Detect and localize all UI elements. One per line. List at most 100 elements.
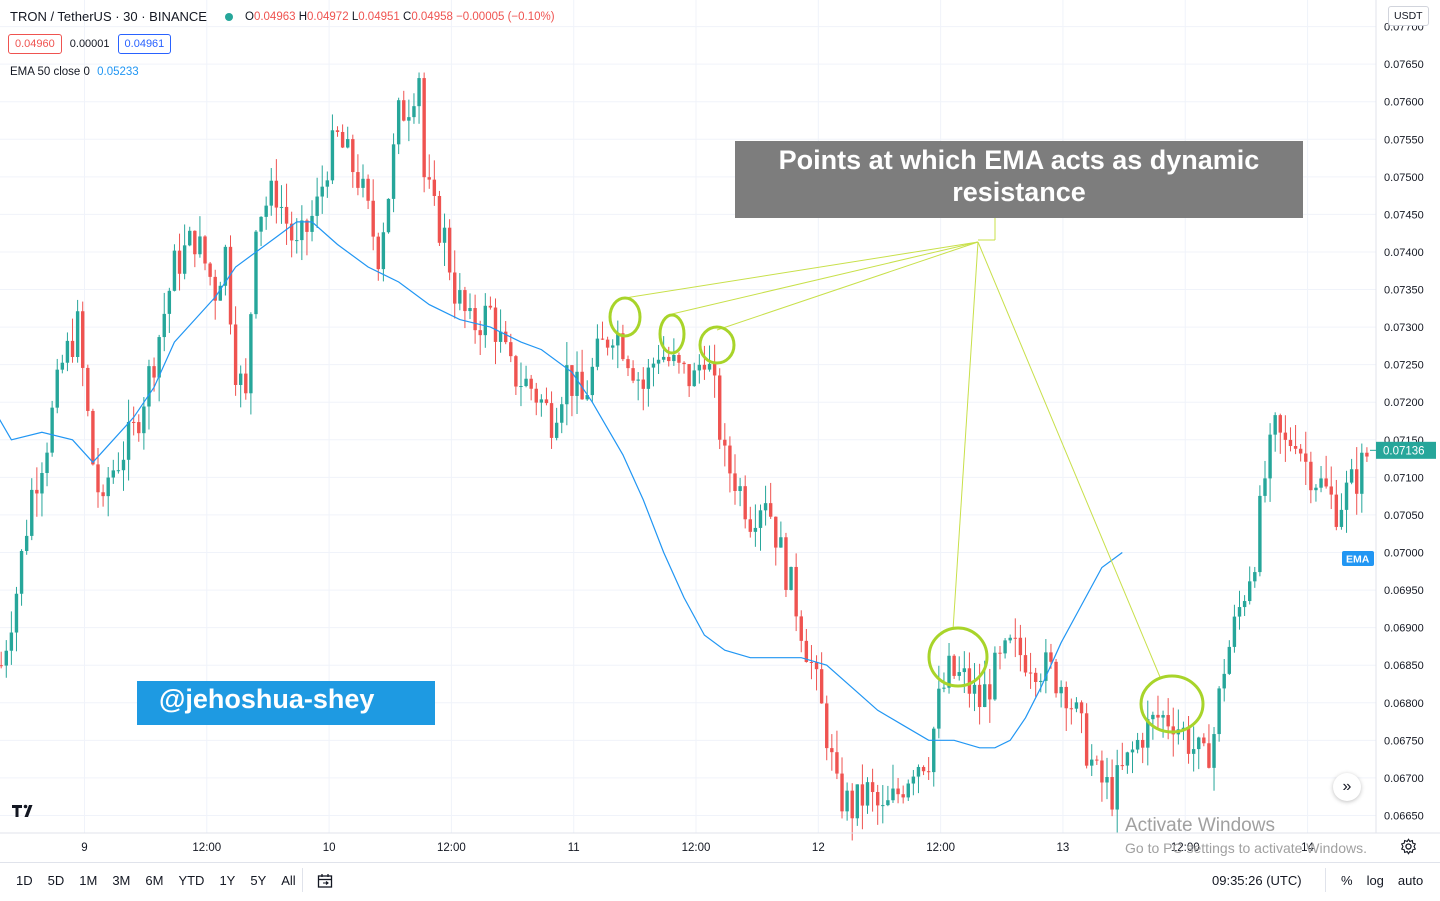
ema-tag: EMA: [1342, 551, 1374, 566]
candle: [269, 168, 273, 216]
scroll-to-realtime-icon[interactable]: »: [1333, 773, 1361, 801]
candle: [289, 211, 294, 258]
last-price-tag: 0.07136: [1370, 441, 1436, 459]
candle: [1054, 658, 1058, 698]
candle: [396, 97, 401, 155]
ema-tag-label: EMA: [1346, 554, 1370, 566]
candle: [692, 362, 696, 387]
price-axis[interactable]: 0.06650 0.06700 0.06750 0.06800 0.06850 0.069…: [1384, 22, 1424, 823]
candle: [575, 351, 579, 415]
symbol-header[interactable]: TRON / TetherUS · 30 · BINANCE O0.04963 …: [10, 9, 555, 24]
candle: [1079, 700, 1084, 734]
settings-gear-icon[interactable]: [1400, 838, 1417, 855]
candle: [218, 281, 223, 301]
candle: [957, 656, 961, 681]
candle: [972, 663, 977, 712]
candle: [539, 394, 544, 417]
candle: [1283, 415, 1288, 462]
candle: [1304, 431, 1308, 486]
percent-scale-toggle[interactable]: %: [1341, 873, 1353, 888]
resistance-circle: [927, 626, 989, 688]
candle: [244, 358, 248, 400]
candle: [1039, 673, 1043, 693]
candle: [91, 408, 95, 466]
candle: [1023, 637, 1028, 677]
candle: [631, 360, 635, 384]
price-tick-label: 0.07100: [1384, 472, 1424, 484]
toolbar-divider: [1325, 868, 1326, 892]
candle: [656, 344, 661, 374]
range-6m-button[interactable]: 6M: [145, 873, 164, 888]
symbol-title[interactable]: TRON / TetherUS · 30 · BINANCE: [10, 9, 207, 24]
goto-date-calendar-icon[interactable]: [317, 873, 333, 889]
candle: [1125, 751, 1130, 774]
price-tick-label: 0.06800: [1384, 698, 1424, 710]
range-1m-button[interactable]: 1M: [79, 873, 98, 888]
candle: [977, 663, 982, 725]
candle: [524, 365, 528, 388]
range-3m-button[interactable]: 3M: [112, 873, 131, 888]
tradingview-logo-icon[interactable]: [10, 799, 38, 823]
candle: [886, 785, 890, 807]
candle: [274, 159, 279, 224]
candle: [70, 318, 75, 363]
candle: [779, 521, 783, 548]
candle: [570, 365, 574, 417]
candle: [213, 269, 217, 320]
buy-price-button[interactable]: 0.04961: [117, 34, 172, 54]
candle: [437, 190, 442, 247]
price-tick-label: 0.07650: [1384, 59, 1424, 71]
candle: [677, 352, 681, 374]
candle: [1227, 640, 1232, 675]
candle: [458, 273, 462, 311]
auto-scale-toggle[interactable]: auto: [1397, 873, 1424, 888]
candle: [850, 783, 854, 841]
candle: [223, 244, 228, 296]
sell-price-button[interactable]: 0.04960: [8, 34, 62, 54]
candle: [1090, 744, 1094, 776]
ema-50-line: [0, 221, 1123, 749]
log-scale-toggle[interactable]: log: [1366, 873, 1384, 888]
annotation-callout: Points at which EMA acts as dynamic resi…: [735, 141, 1303, 218]
candle: [391, 133, 396, 213]
candle: [305, 218, 309, 256]
candle: [814, 655, 819, 691]
resistance-circle: [658, 313, 686, 355]
candle: [865, 777, 870, 814]
candle: [753, 504, 758, 547]
candle: [998, 646, 1002, 670]
candle: [447, 219, 452, 281]
candle: [896, 777, 900, 804]
range-1d-button[interactable]: 1D: [16, 873, 33, 888]
candle: [1319, 465, 1323, 493]
candle: [162, 292, 166, 352]
candle: [723, 423, 727, 467]
candle: [881, 785, 885, 824]
range-1y-button[interactable]: 1Y: [219, 873, 236, 888]
candle: [789, 566, 793, 591]
candle: [157, 334, 161, 402]
candle: [279, 185, 284, 224]
price-chart[interactable]: 0.06650 0.06700 0.06750 0.06800 0.06850 0.069…: [0, 0, 1440, 862]
currency-button[interactable]: USDT: [1388, 6, 1429, 26]
candle: [651, 357, 656, 387]
candle: [901, 785, 905, 804]
range-all-button[interactable]: All: [281, 873, 296, 888]
candle: [1064, 681, 1068, 731]
range-ytd-button[interactable]: YTD: [178, 873, 205, 888]
range-5d-button[interactable]: 5D: [47, 873, 65, 888]
candle: [891, 764, 895, 803]
candle: [758, 504, 763, 551]
candle: [300, 205, 304, 261]
ema-legend[interactable]: EMA 50 close 0 0.05233: [10, 66, 139, 78]
candle: [167, 287, 172, 333]
candle: [819, 652, 824, 704]
candle: [346, 126, 350, 149]
candle: [626, 355, 630, 377]
time-axis[interactable]: 9 12:00 10 12:00 11 12:00 12 12:00 13 12:00 14: [81, 842, 1314, 854]
utc-clock[interactable]: 09:35:26 (UTC): [1212, 873, 1302, 888]
candle: [641, 367, 645, 411]
candle: [1059, 680, 1063, 708]
range-5y-button[interactable]: 5Y: [250, 873, 267, 888]
candle: [172, 244, 177, 292]
